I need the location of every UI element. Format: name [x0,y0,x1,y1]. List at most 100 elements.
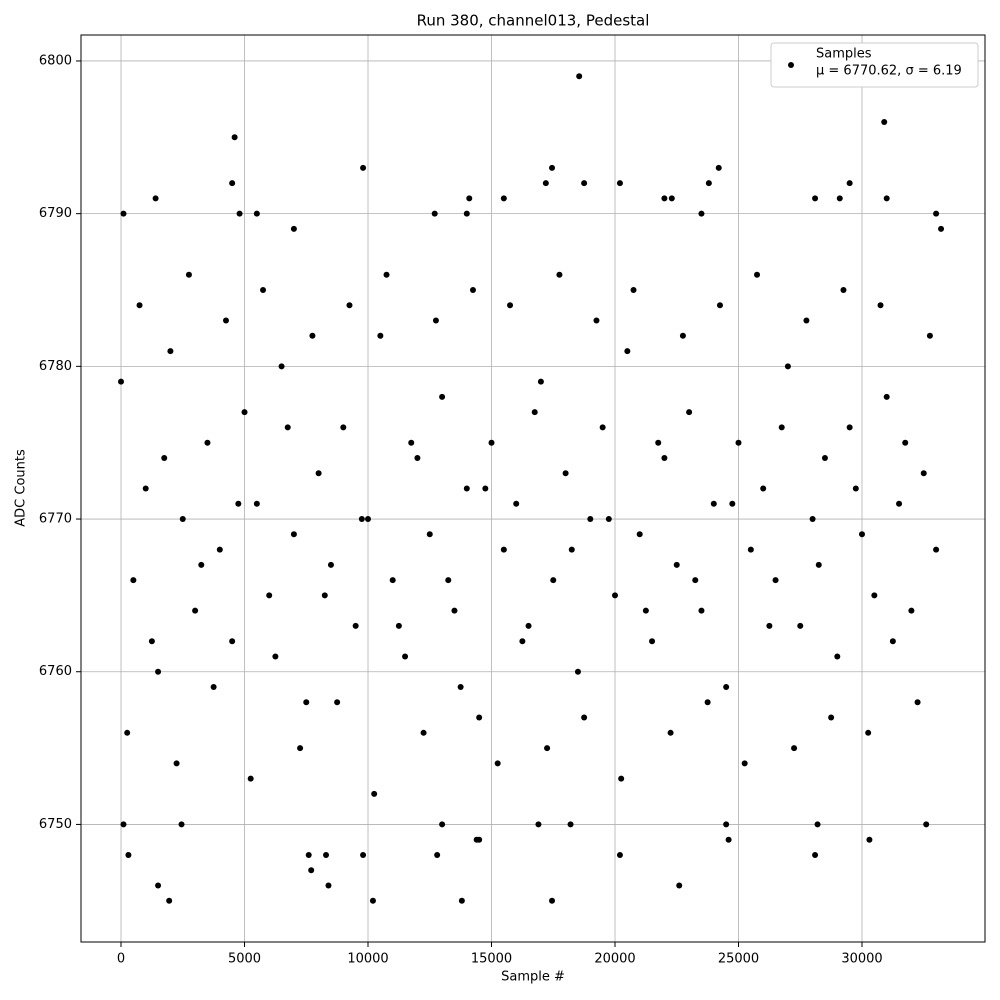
point [698,607,705,614]
point [852,485,859,492]
point [791,745,798,752]
point [550,577,557,584]
y-tick-label: 6780 [39,359,72,374]
chart-title: Run 380, channel013, Pedestal [417,12,650,30]
point [377,332,384,339]
point [439,393,446,400]
point [692,577,699,584]
point [290,225,297,232]
point [616,180,623,187]
point [476,714,483,721]
point [325,882,332,889]
point [488,439,495,446]
point [179,516,186,523]
point [266,592,273,599]
point [741,760,748,767]
point [360,851,367,858]
point [476,836,483,843]
point [667,729,674,736]
point [661,454,668,461]
point [402,653,409,660]
point [923,821,930,828]
point [698,210,705,217]
point [772,577,779,584]
point [814,821,821,828]
point [883,393,890,400]
point [766,622,773,629]
point [679,332,686,339]
point [185,271,192,278]
point [549,897,556,904]
point [525,622,532,629]
point [155,668,162,675]
point [426,531,433,538]
x-tick-label: 5000 [228,952,261,967]
point [587,516,594,523]
point [482,485,489,492]
point [161,454,168,461]
point [797,622,804,629]
point [500,546,507,553]
point [568,546,575,553]
point [902,439,909,446]
point [881,119,888,126]
point [494,760,501,767]
point [352,622,359,629]
point [926,332,933,339]
point [303,699,310,706]
legend-marker [788,62,794,68]
point [136,302,143,309]
point [871,592,878,599]
point [463,210,470,217]
point [649,638,656,645]
x-tick-label: 20000 [594,952,635,967]
point [556,271,563,278]
point [581,714,588,721]
point [284,424,291,431]
point [812,851,819,858]
point [321,592,328,599]
point [315,470,322,477]
point [661,195,668,202]
point [198,561,205,568]
point [369,897,376,904]
x-tick-label: 0 [117,952,125,967]
point [241,409,248,416]
x-tick-label: 15000 [471,952,512,967]
point [309,332,316,339]
point [173,760,180,767]
point [840,286,847,293]
point [715,164,722,171]
point [576,73,583,80]
point [340,424,347,431]
y-tick-label: 6770 [39,512,72,527]
point [507,302,514,309]
point [166,897,173,904]
point [457,684,464,691]
x-tick-label: 25000 [718,952,759,967]
point [574,668,581,675]
point [327,561,334,568]
point [235,500,242,507]
point [414,454,421,461]
point [858,531,865,538]
point [253,500,260,507]
point [229,638,236,645]
point [519,638,526,645]
x-tick-label: 30000 [841,952,882,967]
point [760,485,767,492]
point [624,348,631,355]
point [581,180,588,187]
point [130,577,137,584]
point [544,745,551,752]
point [531,409,538,416]
point [231,134,238,141]
point [809,516,816,523]
point [705,180,712,187]
point [500,195,507,202]
point [933,546,940,553]
point [723,684,730,691]
point [866,836,873,843]
point [463,485,470,492]
point [204,439,211,446]
